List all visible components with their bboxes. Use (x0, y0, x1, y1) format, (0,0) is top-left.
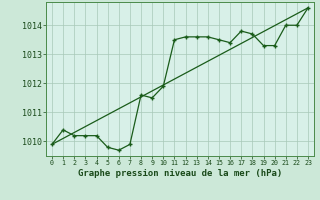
X-axis label: Graphe pression niveau de la mer (hPa): Graphe pression niveau de la mer (hPa) (78, 169, 282, 178)
